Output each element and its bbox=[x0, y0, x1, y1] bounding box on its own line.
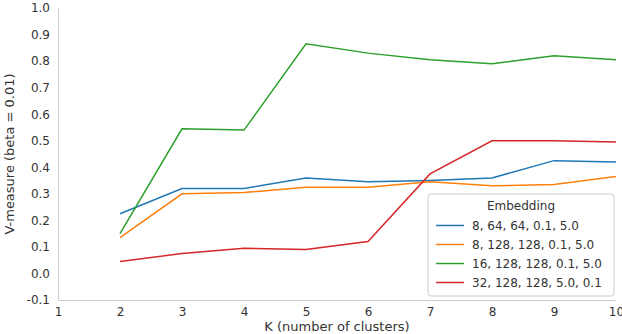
tick: 0.2 bbox=[31, 214, 58, 228]
tick-label: 5 bbox=[303, 305, 311, 319]
tick: 4 bbox=[241, 300, 249, 319]
legend-swatch bbox=[436, 225, 464, 227]
legend-frame bbox=[428, 194, 614, 296]
series-line bbox=[120, 177, 616, 238]
x-axis-title: K (number of clusters) bbox=[264, 319, 409, 334]
tick-label: 0.2 bbox=[31, 214, 50, 228]
lines bbox=[120, 44, 616, 262]
tick: 0.5 bbox=[31, 134, 58, 148]
tick: 0.8 bbox=[31, 54, 58, 68]
legend-swatch bbox=[436, 282, 464, 284]
tick-label: -0.1 bbox=[27, 293, 50, 307]
tick: 0.9 bbox=[31, 28, 58, 42]
legend-label: 32, 128, 128, 5.0, 0.1 bbox=[472, 276, 602, 290]
x-axis: 1 2 3 4 5 6 7 8 9 10 bbox=[55, 300, 622, 319]
y-axis-title: V-measure (beta = 0.01) bbox=[2, 73, 17, 234]
tick: 0.3 bbox=[31, 187, 58, 201]
tick-label: 6 bbox=[365, 305, 373, 319]
tick: 8 bbox=[489, 300, 497, 319]
legend-label: 8, 64, 64, 0.1, 5.0 bbox=[472, 219, 579, 233]
tick: -0.1 bbox=[27, 293, 58, 307]
axis-line bbox=[59, 300, 617, 301]
legend: Embedding 8, 64, 64, 0.1, 5.0 8, 128, 128,… bbox=[428, 194, 614, 296]
tick: 9 bbox=[551, 300, 559, 319]
tick: 1 bbox=[55, 300, 63, 319]
tick: 0.7 bbox=[31, 81, 58, 95]
tick: 0.1 bbox=[31, 240, 58, 254]
tick-label: 4 bbox=[241, 305, 249, 319]
tick-label: 1.0 bbox=[31, 1, 50, 15]
tick-label: 0.5 bbox=[31, 134, 50, 148]
tick-label: 0.9 bbox=[31, 28, 50, 42]
tick-label: 10 bbox=[609, 305, 622, 319]
series-line bbox=[120, 44, 616, 234]
tick-label: 0.4 bbox=[31, 161, 50, 175]
tick-label: 1 bbox=[55, 305, 63, 319]
series-line bbox=[120, 141, 616, 262]
tick: 6 bbox=[365, 300, 373, 319]
tick-label: 0.3 bbox=[31, 187, 50, 201]
tick-label: 0.7 bbox=[31, 81, 50, 95]
tick: 0.6 bbox=[31, 108, 58, 122]
tick: 3 bbox=[179, 300, 187, 319]
tick: 0.0 bbox=[31, 267, 58, 281]
chart: 1 2 3 4 5 6 7 8 9 10 -0.1 0.0 0.1 0.2 0.3 0.4 0.5 0.6 0.7 0… bbox=[0, 0, 622, 334]
plot: 1 2 3 4 5 6 7 8 9 10 -0.1 0.0 0.1 0.2 0.3 0.4 0.5 0.6 0.7 0… bbox=[27, 1, 622, 318]
tick: 1.0 bbox=[31, 1, 58, 15]
tick-label: 0.0 bbox=[31, 267, 50, 281]
tick-label: 7 bbox=[427, 305, 435, 319]
legend-label: 16, 128, 128, 0.1, 5.0 bbox=[472, 257, 602, 271]
axis-line bbox=[58, 9, 59, 301]
tick: 2 bbox=[117, 300, 125, 319]
tick-label: 9 bbox=[551, 305, 559, 319]
legend-title: Embedding bbox=[487, 199, 555, 213]
tick: 10 bbox=[609, 300, 622, 319]
tick-label: 0.1 bbox=[31, 240, 50, 254]
tick-label: 0.6 bbox=[31, 108, 50, 122]
tick: 0.4 bbox=[31, 161, 58, 175]
tick-label: 0.8 bbox=[31, 54, 50, 68]
tick-label: 3 bbox=[179, 305, 187, 319]
y-axis: -0.1 0.0 0.1 0.2 0.3 0.4 0.5 0.6 0.7 0.8 0.9 1.0 bbox=[27, 1, 59, 307]
tick-label: 8 bbox=[489, 305, 497, 319]
legend-swatch bbox=[436, 263, 464, 265]
legend-swatch bbox=[436, 244, 464, 246]
tick: 5 bbox=[303, 300, 311, 319]
tick-label: 2 bbox=[117, 305, 125, 319]
legend-label: 8, 128, 128, 0.1, 5.0 bbox=[472, 238, 594, 252]
tick: 7 bbox=[427, 300, 435, 319]
